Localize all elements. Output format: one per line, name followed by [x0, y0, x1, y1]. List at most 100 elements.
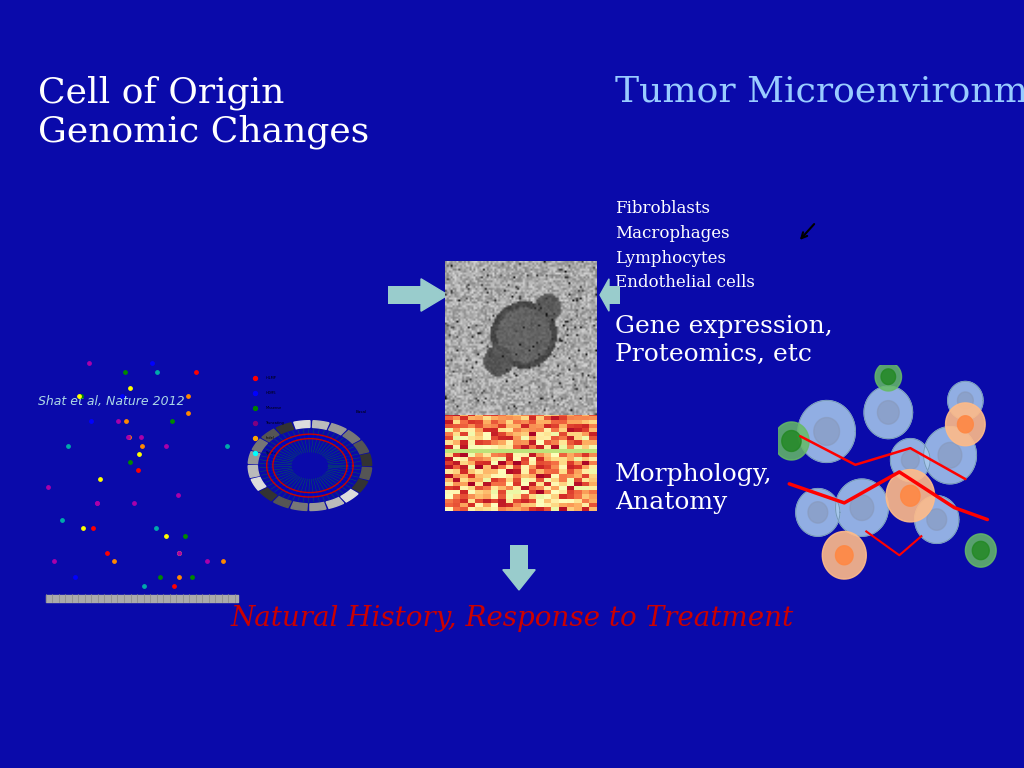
Polygon shape: [310, 502, 326, 511]
Point: [179, 390, 196, 402]
Bar: [609, 286, 620, 304]
Point: [110, 415, 126, 427]
Point: [143, 357, 160, 369]
Point: [200, 554, 216, 567]
Point: [83, 415, 99, 427]
Point: [89, 497, 105, 509]
Text: Truncating: Truncating: [265, 421, 284, 425]
Polygon shape: [876, 362, 901, 391]
Bar: [544, 346, 574, 353]
Polygon shape: [600, 279, 609, 311]
Point: [72, 390, 88, 402]
Bar: [445, 346, 468, 353]
Text: Shat et al, Nature 2012: Shat et al, Nature 2012: [38, 395, 184, 408]
Point: [171, 547, 187, 559]
Point: [89, 497, 105, 509]
Point: [67, 571, 83, 584]
Bar: [510, 545, 528, 570]
Polygon shape: [273, 496, 291, 508]
Polygon shape: [924, 427, 977, 484]
Point: [147, 522, 164, 535]
Polygon shape: [248, 452, 260, 464]
Polygon shape: [945, 403, 985, 445]
Point: [122, 456, 138, 468]
Point: [75, 522, 91, 535]
Text: Indel: Indel: [265, 436, 274, 440]
Polygon shape: [796, 488, 840, 536]
Point: [40, 481, 56, 493]
Text: Gene expression,
Proteomics, etc: Gene expression, Proteomics, etc: [615, 315, 833, 366]
Polygon shape: [814, 418, 840, 445]
Polygon shape: [359, 468, 372, 479]
Point: [130, 448, 146, 460]
Point: [120, 432, 136, 444]
Point: [247, 372, 263, 384]
Polygon shape: [294, 421, 310, 429]
Text: HOM5: HOM5: [265, 391, 275, 396]
Polygon shape: [360, 454, 372, 465]
Polygon shape: [881, 369, 896, 385]
Point: [148, 366, 165, 378]
Point: [121, 432, 137, 444]
Point: [125, 497, 141, 509]
Point: [247, 402, 263, 415]
Text: Cell of Origin
Genomic Changes: Cell of Origin Genomic Changes: [38, 75, 370, 150]
Polygon shape: [260, 488, 276, 501]
Point: [170, 489, 186, 502]
Polygon shape: [354, 441, 369, 454]
Polygon shape: [927, 509, 946, 530]
Point: [247, 387, 263, 399]
Point: [84, 522, 100, 535]
Point: [247, 432, 263, 444]
Polygon shape: [891, 439, 930, 482]
Polygon shape: [774, 422, 809, 460]
Polygon shape: [341, 489, 358, 502]
Bar: [514, 346, 544, 353]
Point: [59, 439, 76, 452]
Point: [215, 554, 231, 567]
Point: [171, 547, 187, 559]
Polygon shape: [901, 450, 920, 470]
Text: Fibroblasts
Macrophages
Lymphocytes
Endothelial cells: Fibroblasts Macrophages Lymphocytes Endo…: [615, 200, 755, 291]
Point: [53, 514, 70, 526]
Bar: [490, 346, 514, 353]
Polygon shape: [948, 382, 983, 419]
Point: [99, 547, 116, 559]
Point: [122, 382, 138, 394]
Polygon shape: [938, 442, 962, 468]
Polygon shape: [262, 429, 280, 442]
Point: [187, 366, 204, 378]
Polygon shape: [836, 546, 853, 564]
Point: [158, 439, 174, 452]
Point: [176, 530, 193, 542]
Text: Natural History, Response to Treatment: Natural History, Response to Treatment: [230, 605, 794, 632]
Polygon shape: [914, 496, 958, 543]
Text: Splice: Splice: [265, 451, 275, 455]
Text: Morphology,
Anatomy: Morphology, Anatomy: [615, 463, 773, 515]
Point: [152, 571, 168, 584]
Polygon shape: [312, 421, 329, 429]
Point: [118, 415, 134, 427]
Point: [170, 571, 186, 584]
Polygon shape: [973, 541, 989, 560]
Polygon shape: [836, 479, 888, 536]
Polygon shape: [326, 498, 344, 508]
Polygon shape: [503, 412, 536, 432]
Text: Tumor Microenvironment: Tumor Microenvironment: [615, 75, 1024, 109]
Point: [158, 530, 174, 542]
Text: HILMP: HILMP: [265, 376, 276, 380]
Polygon shape: [878, 401, 899, 424]
Polygon shape: [886, 469, 935, 522]
Point: [164, 415, 180, 427]
Point: [117, 366, 133, 378]
Point: [219, 439, 236, 452]
Polygon shape: [966, 534, 996, 567]
Polygon shape: [901, 485, 920, 506]
Point: [92, 472, 109, 485]
Point: [132, 432, 148, 444]
Polygon shape: [798, 401, 855, 462]
Bar: [574, 346, 597, 353]
Polygon shape: [343, 431, 359, 443]
Point: [114, 390, 130, 402]
Polygon shape: [850, 495, 873, 521]
